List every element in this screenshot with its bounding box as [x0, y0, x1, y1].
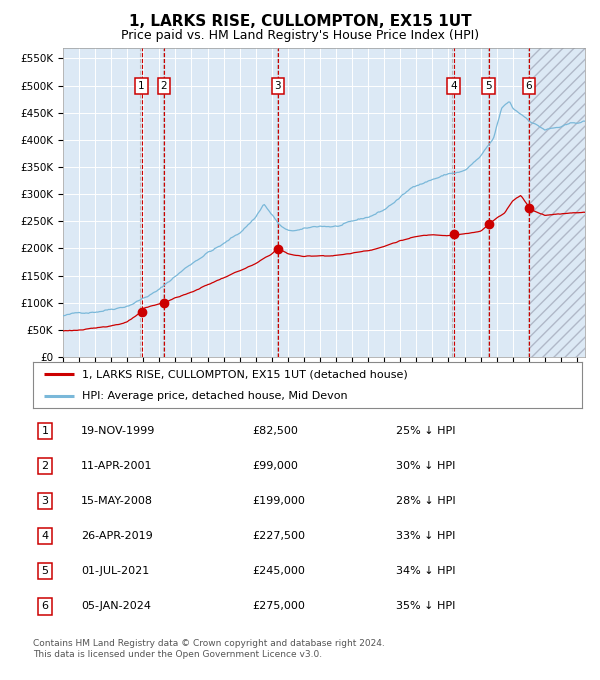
Text: 1, LARKS RISE, CULLOMPTON, EX15 1UT (detached house): 1, LARKS RISE, CULLOMPTON, EX15 1UT (det…: [82, 369, 408, 379]
Text: 2: 2: [161, 81, 167, 90]
Text: Contains HM Land Registry data © Crown copyright and database right 2024.
This d: Contains HM Land Registry data © Crown c…: [33, 639, 385, 659]
Text: 4: 4: [451, 81, 457, 90]
Text: £275,000: £275,000: [252, 601, 305, 611]
Text: 28% ↓ HPI: 28% ↓ HPI: [396, 496, 455, 506]
Text: 19-NOV-1999: 19-NOV-1999: [81, 426, 155, 436]
Bar: [529, 48, 585, 357]
Text: 35% ↓ HPI: 35% ↓ HPI: [396, 601, 455, 611]
Text: 6: 6: [526, 81, 532, 90]
Text: 1, LARKS RISE, CULLOMPTON, EX15 1UT: 1, LARKS RISE, CULLOMPTON, EX15 1UT: [128, 14, 472, 29]
Text: 01-JUL-2021: 01-JUL-2021: [81, 566, 149, 576]
Text: 5: 5: [485, 81, 492, 90]
Text: Price paid vs. HM Land Registry's House Price Index (HPI): Price paid vs. HM Land Registry's House …: [121, 29, 479, 41]
Text: 30% ↓ HPI: 30% ↓ HPI: [396, 461, 455, 471]
Text: £99,000: £99,000: [252, 461, 298, 471]
Text: 6: 6: [41, 601, 49, 611]
Text: £82,500: £82,500: [252, 426, 298, 436]
Text: 34% ↓ HPI: 34% ↓ HPI: [396, 566, 455, 576]
Text: £227,500: £227,500: [252, 531, 305, 541]
Text: 4: 4: [41, 531, 49, 541]
Text: £199,000: £199,000: [252, 496, 305, 506]
Text: HPI: Average price, detached house, Mid Devon: HPI: Average price, detached house, Mid …: [82, 390, 348, 401]
Text: 05-JAN-2024: 05-JAN-2024: [81, 601, 151, 611]
Text: 26-APR-2019: 26-APR-2019: [81, 531, 153, 541]
Text: 3: 3: [274, 81, 281, 90]
Text: 33% ↓ HPI: 33% ↓ HPI: [396, 531, 455, 541]
Text: 2: 2: [41, 461, 49, 471]
Text: 25% ↓ HPI: 25% ↓ HPI: [396, 426, 455, 436]
Text: 3: 3: [41, 496, 49, 506]
Text: 11-APR-2001: 11-APR-2001: [81, 461, 152, 471]
Text: 15-MAY-2008: 15-MAY-2008: [81, 496, 153, 506]
Text: £245,000: £245,000: [252, 566, 305, 576]
Text: 1: 1: [138, 81, 145, 90]
Text: 1: 1: [41, 426, 49, 436]
Text: 5: 5: [41, 566, 49, 576]
